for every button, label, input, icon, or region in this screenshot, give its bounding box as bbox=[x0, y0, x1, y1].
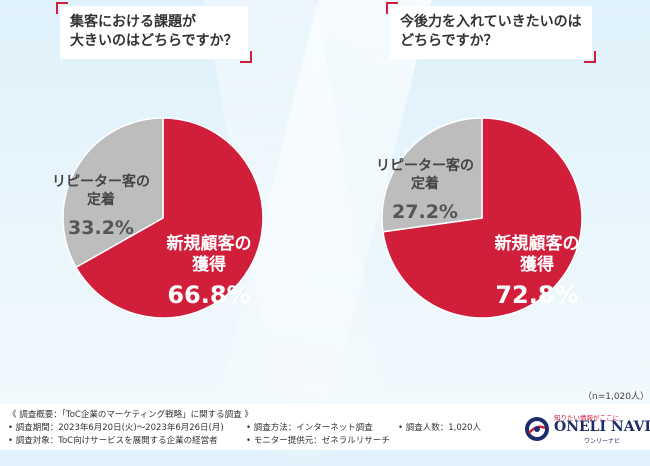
corner-bracket bbox=[239, 51, 252, 63]
chart-1-title-line-1: 集客における課題が bbox=[70, 14, 196, 30]
chart-2-title-line-1: 今後力を入れていきたいのは bbox=[400, 14, 582, 30]
pie-2-slice-1-value: 72.8% bbox=[495, 281, 578, 309]
pie-1-slice-1 bbox=[74, 117, 264, 319]
pie-1-slice-1-label: 新規顧客の bbox=[167, 233, 252, 254]
logo-tagline: 知りたい情報がここに bbox=[554, 414, 619, 422]
pie-1-slice-1-label: 獲得 bbox=[192, 254, 226, 275]
pie-2-slice-2 bbox=[381, 117, 483, 233]
note-overview: 《 調査概要：「ToC企業のマーケティング戦略」に関する調査 》 bbox=[8, 410, 253, 420]
note-target: • 調査対象：ToC向けサービスを展開する企業の経営者 bbox=[8, 436, 218, 446]
chart-2-title-line-2: どちらですか？ bbox=[400, 33, 498, 49]
pie-1-slice-1-value: 66.8% bbox=[167, 281, 250, 309]
pie-1-slice-2 bbox=[62, 117, 164, 269]
pie-2-slice-2-label: リピーター客の bbox=[376, 157, 474, 174]
survey-notes: 《 調査概要：「ToC企業のマーケティング戦略」に関する調査 》 • 調査期間：… bbox=[0, 404, 650, 450]
note-count: • 調査人数：1,020人 bbox=[398, 423, 482, 433]
note-method: • 調査方法：インターネット調査 bbox=[246, 423, 373, 433]
pie-1-slice-2-value: 33.2% bbox=[68, 217, 134, 239]
sample-size: （n=1,020人） bbox=[583, 392, 650, 402]
chart-1-question: 集客における課題が 大きいのはどちらですか？ bbox=[56, 2, 252, 63]
corner-bracket bbox=[56, 2, 68, 14]
corner-bracket bbox=[583, 51, 596, 63]
pie-2-slice-2-label: 定着 bbox=[411, 175, 439, 192]
pie-2-slice-1-label: 獲得 bbox=[520, 254, 554, 275]
logo-globe-icon bbox=[525, 417, 549, 441]
pie-1-slice-2-label: リピーター客の bbox=[52, 173, 150, 190]
corner-bracket bbox=[386, 2, 398, 14]
note-period: • 調査期間：2023年6月20日(火)～2023年6月26日(月) bbox=[8, 423, 224, 433]
chart-2-question: 今後力を入れていきたいのは どちらですか？ bbox=[386, 2, 596, 63]
logo-brand: ONELI NAVI bbox=[554, 419, 650, 435]
pie-1-slice-2-label: 定着 bbox=[87, 191, 115, 208]
chart-1-title-line-2: 大きいのはどちらですか？ bbox=[70, 33, 238, 49]
oneli-navi-logo: 知りたい情報がここに ONELI NAVI ワンリーナビ bbox=[524, 412, 650, 445]
pie-2-slice-1-label: 新規顧客の bbox=[495, 233, 580, 254]
pie-2-slice-2-value: 27.2% bbox=[392, 201, 458, 223]
logo-kana: ワンリーナビ bbox=[584, 438, 621, 445]
note-provider: • モニター提供元：ゼネラルリサーチ bbox=[246, 436, 390, 446]
